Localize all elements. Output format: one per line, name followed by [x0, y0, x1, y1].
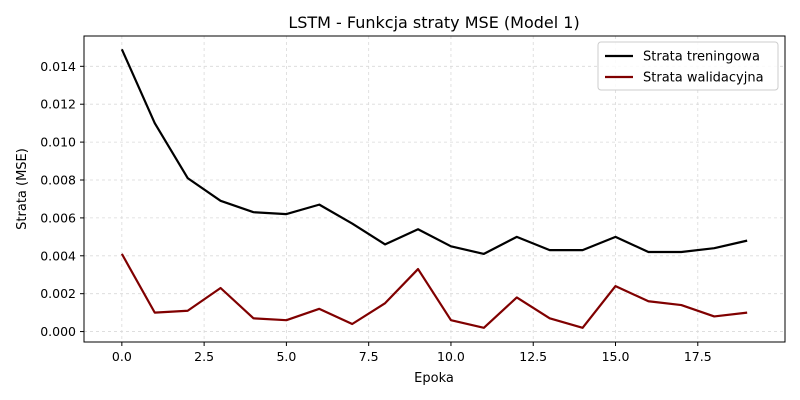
- grid: [84, 36, 785, 342]
- x-tick-label: 7.5: [359, 349, 379, 364]
- series-line-training: [120, 48, 748, 255]
- y-tick-label: 0.000: [40, 324, 76, 339]
- legend-label-validation: Strata walidacyjna: [643, 71, 764, 86]
- y-tick-label: 0.006: [40, 210, 76, 225]
- x-tick-label: 17.5: [684, 349, 712, 364]
- plot-area: [120, 48, 748, 329]
- legend: Strata treningowa Strata walidacyjna: [597, 41, 779, 91]
- x-tick-label: 2.5: [194, 349, 214, 364]
- x-axis: 0.0 2.5 5.0 7.5 10.0 12.5 15.0 17.5: [112, 342, 712, 364]
- y-tick-label: 0.002: [40, 286, 76, 301]
- legend-box: [597, 41, 779, 91]
- y-tick-label: 0.012: [40, 97, 76, 112]
- plot-frame: [83, 35, 786, 343]
- y-tick-label: 0.010: [40, 135, 76, 150]
- legend-label-training: Strata treningowa: [643, 50, 760, 65]
- y-axis: 0.000 0.002 0.004 0.006 0.008 0.010 0.012 0.014: [40, 59, 84, 339]
- x-tick-label: 12.5: [519, 349, 547, 364]
- y-tick-label: 0.004: [40, 248, 76, 263]
- x-tick-label: 10.0: [437, 349, 465, 364]
- y-axis-label: Strata (MSE): [15, 148, 30, 230]
- chart-title: LSTM - Funkcja straty MSE (Model 1): [288, 13, 579, 32]
- x-tick-label: 0.0: [112, 349, 132, 364]
- x-axis-label: Epoka: [414, 371, 454, 386]
- y-tick-label: 0.008: [40, 173, 76, 188]
- x-tick-label: 5.0: [276, 349, 296, 364]
- x-tick-label: 15.0: [602, 349, 630, 364]
- y-tick-label: 0.014: [40, 59, 76, 74]
- series-line-validation: [120, 253, 748, 329]
